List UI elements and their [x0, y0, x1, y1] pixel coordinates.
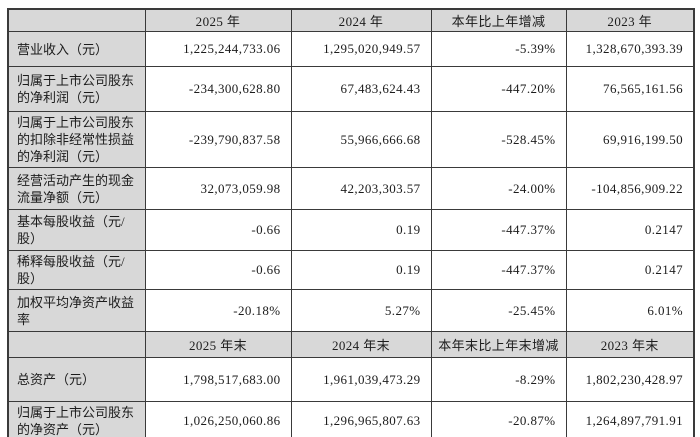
cell-2025: -20.18%: [144, 289, 292, 332]
table-row-basic-eps: 基本每股收益（元/股） -0.66 0.19 -447.37% 0.2147: [7, 209, 695, 251]
header-2023-end: 2023 年末: [565, 331, 695, 358]
header-yearend-change: 本年末比上年末增减: [430, 331, 567, 358]
row-label: 加权平均净资产收益率: [7, 289, 146, 332]
row-label: 总资产（元）: [7, 357, 146, 402]
cell-2023: 1,328,670,393.39: [565, 31, 695, 67]
cell-2025: -239,790,837.58: [144, 111, 292, 168]
header-2025-end: 2025 年末: [144, 331, 292, 358]
cell-2024: 1,961,039,473.29: [290, 357, 432, 402]
table-row-operating-cash-flow: 经营活动产生的现金流量净额（元） 32,073,059.98 42,203,30…: [7, 167, 695, 210]
cell-change: -24.00%: [430, 167, 567, 210]
cell-2024: 1,296,965,807.63: [290, 401, 432, 437]
cell-2023: -104,856,909.22: [565, 167, 695, 210]
cell-2024: 5.27%: [290, 289, 432, 332]
cell-2024: 55,966,666.68: [290, 111, 432, 168]
cell-2025: 1,798,517,683.00: [144, 357, 292, 402]
corner-cell: [7, 8, 146, 32]
table-row-weighted-avg-roe: 加权平均净资产收益率 -20.18% 5.27% -25.45% 6.01%: [7, 289, 695, 332]
cell-2024: 42,203,303.57: [290, 167, 432, 210]
header-2023: 2023 年: [565, 8, 695, 32]
cell-2023: 1,264,897,791.91: [565, 401, 695, 437]
cell-change: -8.29%: [430, 357, 567, 402]
header-2025: 2025 年: [144, 8, 292, 32]
row-label: 归属于上市公司股东的净资产（元）: [7, 401, 146, 437]
cell-change: -528.45%: [430, 111, 567, 168]
cell-2025: -0.66: [144, 250, 292, 290]
cell-2024: 0.19: [290, 209, 432, 251]
cell-2025: 1,026,250,060.86: [144, 401, 292, 437]
row-label: 基本每股收益（元/股）: [7, 209, 146, 251]
financial-summary-table: 2025 年 2024 年 本年比上年增减 2023 年 营业收入（元） 1,2…: [7, 8, 695, 437]
cell-2025: 1,225,244,733.06: [144, 31, 292, 67]
header-yoy-change: 本年比上年增减: [430, 8, 567, 32]
cell-2023: 0.2147: [565, 250, 695, 290]
table-row-diluted-eps: 稀释每股收益（元/股） -0.66 0.19 -447.37% 0.2147: [7, 250, 695, 290]
cell-2023: 0.2147: [565, 209, 695, 251]
cell-change: -5.39%: [430, 31, 567, 67]
cell-2025: 32,073,059.98: [144, 167, 292, 210]
cell-2023: 69,916,199.50: [565, 111, 695, 168]
cell-2025: -0.66: [144, 209, 292, 251]
cell-change: -447.37%: [430, 209, 567, 251]
cell-change: -20.87%: [430, 401, 567, 437]
row-label: 归属于上市公司股东的扣除非经常性损益的净利润（元）: [7, 111, 146, 168]
row-label: 经营活动产生的现金流量净额（元）: [7, 167, 146, 210]
table-header-row-annual: 2025 年 2024 年 本年比上年增减 2023 年: [7, 8, 695, 32]
cell-2023: 76,565,161.56: [565, 66, 695, 112]
table-row-net-profit: 归属于上市公司股东的净利润（元） -234,300,628.80 67,483,…: [7, 66, 695, 112]
table-header-row-yearend: 2025 年末 2024 年末 本年末比上年末增减 2023 年末: [7, 331, 695, 358]
table-row-revenue: 营业收入（元） 1,225,244,733.06 1,295,020,949.5…: [7, 31, 695, 67]
cell-2023: 1,802,230,428.97: [565, 357, 695, 402]
table-row-net-assets: 归属于上市公司股东的净资产（元） 1,026,250,060.86 1,296,…: [7, 401, 695, 437]
corner-cell: [7, 331, 146, 358]
table-row-total-assets: 总资产（元） 1,798,517,683.00 1,961,039,473.29…: [7, 357, 695, 402]
row-label: 归属于上市公司股东的净利润（元）: [7, 66, 146, 112]
row-label: 稀释每股收益（元/股）: [7, 250, 146, 290]
header-2024-end: 2024 年末: [290, 331, 432, 358]
row-label: 营业收入（元）: [7, 31, 146, 67]
cell-2025: -234,300,628.80: [144, 66, 292, 112]
cell-change: -25.45%: [430, 289, 567, 332]
cell-2024: 1,295,020,949.57: [290, 31, 432, 67]
cell-change: -447.20%: [430, 66, 567, 112]
cell-2024: 0.19: [290, 250, 432, 290]
table-row-net-profit-excl-nonrecurring: 归属于上市公司股东的扣除非经常性损益的净利润（元） -239,790,837.5…: [7, 111, 695, 168]
cell-change: -447.37%: [430, 250, 567, 290]
cell-2024: 67,483,624.43: [290, 66, 432, 112]
header-2024: 2024 年: [290, 8, 432, 32]
cell-2023: 6.01%: [565, 289, 695, 332]
